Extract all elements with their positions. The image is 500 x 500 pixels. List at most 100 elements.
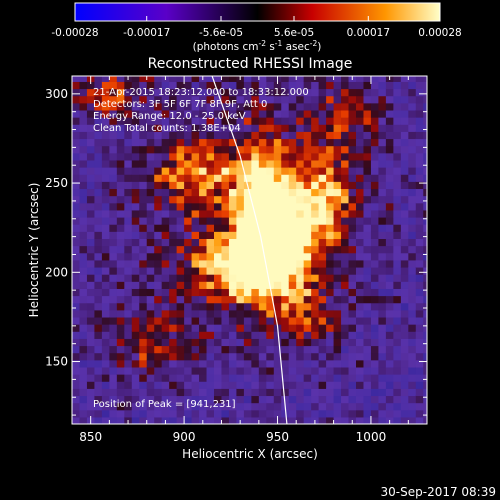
- heatmap-cell: [199, 109, 208, 118]
- heatmap-cell: [206, 245, 215, 254]
- heatmap-cell: [94, 366, 103, 375]
- heatmap-cell: [363, 252, 372, 261]
- heatmap-cell: [184, 245, 193, 254]
- heatmap-cell: [333, 359, 342, 368]
- heatmap-cell: [94, 209, 103, 218]
- heatmap-cell: [176, 274, 185, 282]
- heatmap-cell: [311, 266, 320, 275]
- heatmap-cell: [273, 388, 282, 397]
- heatmap-cell: [94, 259, 103, 268]
- heatmap-cell: [258, 352, 267, 361]
- heatmap-cell: [146, 88, 155, 97]
- heatmap-cell: [393, 295, 402, 304]
- heatmap-cell: [124, 209, 133, 218]
- heatmap-cell: [169, 138, 178, 147]
- heatmap-cell: [86, 331, 96, 339]
- heatmap-cell: [385, 266, 394, 275]
- heatmap-cell: [184, 331, 193, 339]
- heatmap-cell: [326, 352, 335, 361]
- heatmap-cell: [236, 159, 245, 168]
- heatmap-cell: [214, 138, 223, 147]
- heatmap-cell: [124, 109, 133, 118]
- heatmap-cell: [221, 409, 230, 418]
- heatmap-cell: [288, 124, 297, 132]
- heatmap-cell: [228, 231, 238, 239]
- heatmap-cell: [266, 124, 275, 132]
- heatmap-cell: [400, 174, 409, 182]
- heatmap-cell: [385, 331, 394, 339]
- heatmap-cell: [408, 117, 417, 125]
- heatmap-cell: [378, 188, 387, 197]
- heatmap-cell: [221, 88, 230, 97]
- heatmap-cell: [146, 224, 155, 232]
- heatmap-cell: [370, 88, 380, 97]
- heatmap-cell: [363, 302, 372, 311]
- heatmap-cell: [408, 76, 417, 82]
- heatmap-cell: [169, 309, 178, 318]
- heatmap-cell: [154, 124, 163, 132]
- heatmap-cell: [385, 216, 394, 225]
- heatmap-cell: [116, 374, 125, 382]
- heatmap-cell: [288, 366, 297, 375]
- heatmap-cell: [393, 416, 402, 424]
- heatmap-cell: [131, 81, 140, 90]
- heatmap-cell: [408, 102, 417, 111]
- heatmap-cell: [206, 174, 215, 182]
- heatmap-cell: [169, 388, 178, 397]
- heatmap-cell: [176, 331, 185, 339]
- heatmap-cell: [184, 266, 193, 275]
- heatmap-cell: [72, 81, 81, 90]
- heatmap-cell: [258, 88, 267, 97]
- heatmap-cell: [146, 131, 155, 140]
- heatmap-cell: [348, 209, 357, 218]
- heatmap-cell: [169, 366, 178, 375]
- heatmap-cell: [378, 409, 387, 418]
- heatmap-cell: [139, 159, 148, 168]
- heatmap-cell: [124, 131, 133, 140]
- heatmap-cell: [266, 188, 275, 197]
- heatmap-cell: [251, 274, 260, 282]
- heatmap-cell: [161, 88, 170, 97]
- heatmap-cell: [266, 331, 275, 339]
- heatmap-cell: [191, 324, 200, 332]
- heatmap-cell: [109, 395, 118, 404]
- heatmap-cell: [296, 366, 305, 375]
- heatmap-cell: [400, 167, 409, 175]
- heatmap-cell: [370, 359, 380, 368]
- heatmap-cell: [378, 281, 387, 289]
- heatmap-cell: [214, 402, 223, 411]
- heatmap-cell: [191, 345, 200, 354]
- heatmap-cell: [79, 288, 88, 297]
- heatmap-cell: [79, 345, 88, 354]
- heatmap-cell: [288, 131, 297, 140]
- heatmap-cell: [72, 316, 81, 325]
- heatmap-cell: [266, 381, 275, 389]
- heatmap-cell: [378, 102, 387, 111]
- heatmap-cell: [400, 374, 409, 382]
- heatmap-cell: [139, 174, 148, 182]
- heatmap-cell: [154, 388, 163, 397]
- heatmap-cell: [199, 345, 208, 354]
- heatmap-cell: [243, 88, 252, 97]
- heatmap-cell: [124, 167, 133, 175]
- heatmap-cell: [333, 281, 342, 289]
- heatmap-cell: [214, 416, 223, 424]
- heatmap-cell: [251, 174, 260, 182]
- heatmap-cell: [154, 131, 163, 140]
- heatmap-cell: [86, 295, 96, 304]
- heatmap-cell: [288, 274, 297, 282]
- heatmap-cell: [266, 109, 275, 118]
- heatmap-cell: [333, 152, 342, 161]
- heatmap-cell: [266, 138, 275, 147]
- heatmap-cell: [326, 76, 335, 82]
- heatmap-cell: [311, 259, 320, 268]
- heatmap-cell: [311, 288, 320, 297]
- heatmap-cell: [303, 352, 312, 361]
- heatmap-cell: [184, 388, 193, 397]
- heatmap-cell: [423, 302, 427, 311]
- heatmap-cell: [273, 224, 282, 232]
- heatmap-cell: [303, 309, 312, 318]
- heatmap-cell: [288, 117, 297, 125]
- heatmap-cell: [296, 167, 305, 175]
- heatmap-cell: [214, 338, 223, 347]
